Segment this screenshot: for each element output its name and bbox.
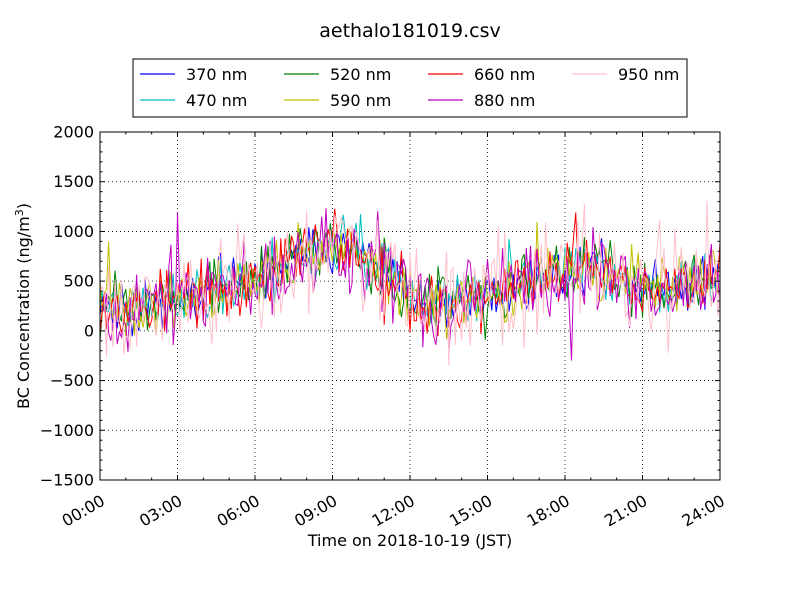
y-tick-label: 0 <box>84 321 94 340</box>
chart-title: aethalo181019.csv <box>319 20 501 42</box>
y-axis-label-tail: ) <box>14 203 33 209</box>
y-tick-label: 2000 <box>53 123 94 142</box>
legend-label: 470 nm <box>186 91 247 110</box>
y-tick-label: −1500 <box>40 471 94 490</box>
y-axis-label-main: BC Concentration (ng/m <box>14 216 33 409</box>
y-tick-label: −500 <box>50 371 94 390</box>
legend-label: 520 nm <box>330 65 391 84</box>
legend-box <box>132 58 688 118</box>
legend-label: 880 nm <box>474 91 535 110</box>
y-tick-label: 1500 <box>53 172 94 191</box>
series-lines <box>100 200 720 366</box>
legend: 370 nm 470 nm 520 nm 590 nm 660 nm 880 nm 950 … <box>132 58 688 118</box>
legend-label: 370 nm <box>186 65 247 84</box>
series-line-950-nm <box>100 200 720 366</box>
series-line-880-nm <box>100 208 720 361</box>
y-tick-label: 500 <box>63 272 94 291</box>
legend-label: 660 nm <box>474 65 535 84</box>
legend-label: 950 nm <box>618 65 679 84</box>
y-tick-label: −1000 <box>40 421 94 440</box>
y-axis-label-sup: 3 <box>13 209 26 216</box>
x-axis-label: Time on 2018-10-19 (JST) <box>307 531 512 550</box>
legend-label: 590 nm <box>330 91 391 110</box>
y-tick-label: 1000 <box>53 222 94 241</box>
y-axis-label: BC Concentration (ng/m3) <box>13 203 33 409</box>
